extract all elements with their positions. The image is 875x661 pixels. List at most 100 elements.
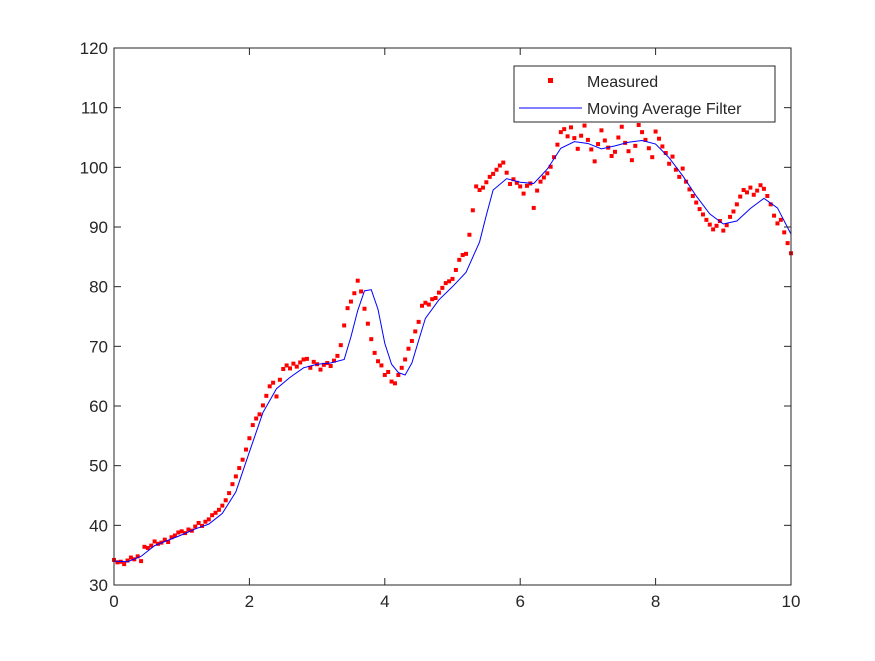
data-point-measured <box>386 369 391 374</box>
data-point-measured <box>596 142 601 147</box>
data-point-measured <box>274 394 279 399</box>
x-tick-label: 10 <box>782 592 801 611</box>
data-point-measured <box>494 167 499 172</box>
data-point-measured <box>172 533 177 538</box>
data-point-measured <box>200 523 205 528</box>
data-point-measured <box>247 436 252 441</box>
data-point-measured <box>660 144 665 149</box>
data-point-measured <box>193 524 198 529</box>
data-point-measured <box>778 217 783 222</box>
data-point-measured <box>301 357 306 362</box>
data-point-measured <box>514 180 519 185</box>
data-point-measured <box>294 364 299 369</box>
series-line-moving-average <box>113 139 792 563</box>
data-point-measured <box>453 267 458 272</box>
data-point-measured <box>176 530 181 535</box>
data-point-measured <box>480 185 485 190</box>
legend-label-moving-average: Moving Average Filter <box>587 101 742 118</box>
data-point-measured <box>216 507 221 512</box>
data-point-measured <box>257 412 262 417</box>
data-point-measured <box>694 200 699 205</box>
data-point-measured <box>389 379 394 384</box>
data-point-measured <box>558 130 563 135</box>
data-point-measured <box>738 194 743 199</box>
data-point-measured <box>365 321 370 326</box>
data-point-measured <box>467 232 472 237</box>
data-point-measured <box>775 221 780 226</box>
data-point-measured <box>504 170 509 175</box>
data-point-measured <box>765 193 770 198</box>
data-point-measured <box>399 365 404 370</box>
data-point-measured <box>450 276 455 281</box>
data-point-measured <box>213 510 218 515</box>
data-point-measured <box>345 306 350 311</box>
data-point-measured <box>281 367 286 372</box>
y-tick-label: 40 <box>89 516 108 535</box>
data-point-measured <box>677 174 682 179</box>
data-point-measured <box>304 356 309 361</box>
data-point-measured <box>426 302 431 307</box>
data-point-measured <box>491 171 496 176</box>
data-point-measured <box>711 227 716 232</box>
data-point-measured <box>741 188 746 193</box>
data-point-measured <box>355 278 360 283</box>
data-point-measured <box>636 122 641 127</box>
x-tick-label: 6 <box>515 592 524 611</box>
data-point-measured <box>369 337 374 342</box>
data-point-measured <box>484 180 489 185</box>
y-tick-label: 30 <box>89 576 108 595</box>
data-point-measured <box>291 361 296 366</box>
data-point-measured <box>667 161 672 166</box>
data-point-measured <box>328 364 333 369</box>
data-point-measured <box>643 137 648 142</box>
plot-area <box>114 48 791 585</box>
data-point-measured <box>379 363 384 368</box>
data-point-measured <box>734 202 739 207</box>
data-point-measured <box>298 360 303 365</box>
data-point-measured <box>264 393 269 398</box>
data-point-measured <box>420 303 425 308</box>
x-tick-label: 2 <box>245 592 254 611</box>
data-point-measured <box>162 537 167 542</box>
data-point-measured <box>464 251 469 256</box>
axes-layer: 0 2 4 6 8 10 30 40 50 60 70 80 90 100 110 120 <box>80 39 801 611</box>
y-tick-label: 100 <box>80 158 108 177</box>
y-tick-label: 120 <box>80 39 108 58</box>
data-point-measured <box>612 149 617 154</box>
data-point-measured <box>619 124 624 129</box>
data-point-measured <box>125 558 130 563</box>
data-point-measured <box>196 520 201 525</box>
data-point-measured <box>663 151 668 156</box>
data-point-measured <box>758 183 763 188</box>
data-point-measured <box>565 134 570 139</box>
data-point-measured <box>443 281 448 286</box>
data-point-measured <box>629 158 634 163</box>
data-point-measured <box>308 365 313 370</box>
data-point-measured <box>656 136 661 141</box>
data-point-measured <box>152 539 157 544</box>
data-point-measured <box>128 555 133 560</box>
data-point-measured <box>548 164 553 169</box>
data-point-measured <box>582 123 587 128</box>
data-point-measured <box>592 159 597 164</box>
data-point-measured <box>122 562 127 567</box>
data-point-measured <box>585 137 590 142</box>
data-point-measured <box>227 491 232 496</box>
data-point-measured <box>135 554 140 559</box>
data-point-measured <box>321 362 326 367</box>
data-point-measured <box>362 306 367 311</box>
data-point-measured <box>115 560 120 565</box>
data-point-measured <box>392 381 397 386</box>
x-tick-label: 0 <box>109 592 118 611</box>
data-point-measured <box>233 474 238 479</box>
data-point-measured <box>149 543 154 548</box>
data-point-measured <box>748 185 753 190</box>
data-point-measured <box>673 167 678 172</box>
data-point-measured <box>653 129 658 134</box>
data-point-measured <box>521 191 526 196</box>
data-point-measured <box>782 230 787 235</box>
data-point-measured <box>487 174 492 179</box>
data-point-measured <box>541 175 546 180</box>
data-point-measured <box>436 290 441 295</box>
x-tick-label: 4 <box>380 592 389 611</box>
